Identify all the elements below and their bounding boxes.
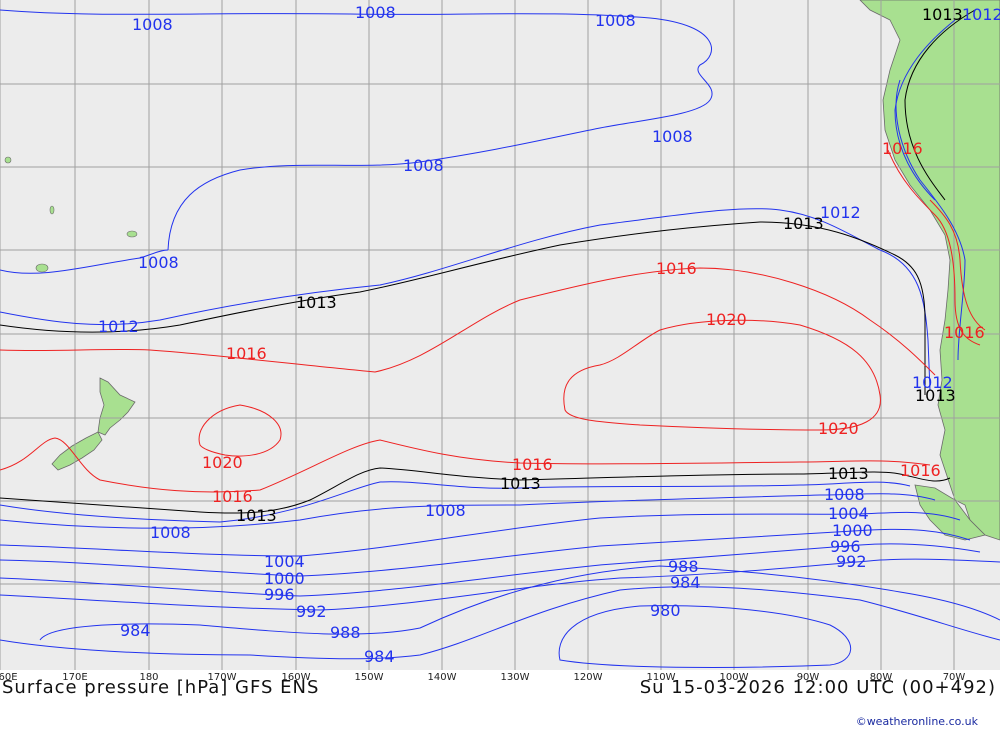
isobar-1004: [0, 511, 961, 557]
pressure-map[interactable]: 1008 1008 1008 1008 1008 1008 1012 1012 …: [0, 0, 1000, 670]
label-1016: 1016: [212, 487, 253, 506]
label-1008: 1008: [425, 501, 466, 520]
label-1013: 1013: [783, 214, 824, 233]
longitude-tick-label: 90W: [796, 672, 820, 683]
label-1008: 1008: [132, 15, 173, 34]
label-1000: 1000: [264, 569, 305, 588]
label-1016: 1016: [900, 461, 941, 480]
label-1020: 1020: [706, 310, 747, 329]
longitude-tick-label: 180: [139, 672, 159, 683]
label-1016: 1016: [512, 455, 553, 474]
label-984: 984: [670, 573, 701, 592]
longitude-tick-label: 140W: [427, 672, 457, 683]
label-1013: 1013: [915, 386, 956, 405]
label-1013: 1013: [500, 474, 541, 493]
label-988: 988: [330, 623, 361, 642]
label-1020: 1020: [202, 453, 243, 472]
isobar-1020-left: [198, 404, 282, 457]
label-988: 988: [668, 557, 699, 576]
label-992: 992: [836, 552, 867, 571]
longitude-tick-label: 170W: [207, 672, 237, 683]
label-1008: 1008: [403, 156, 444, 175]
label-1000: 1000: [832, 521, 873, 540]
longitude-tick-label: 170E: [62, 672, 88, 683]
isobar-1008-south2: [0, 493, 936, 529]
label-992: 992: [296, 602, 327, 621]
isobar-1012-coast: [894, 19, 956, 201]
longitude-tick-label: 150W: [354, 672, 384, 683]
isobar-1013-north: [0, 221, 926, 395]
longitude-tick-label: 60E: [0, 672, 18, 683]
isobar-988: [39, 565, 1000, 641]
label-1016: 1016: [944, 323, 985, 342]
valid-time: Su 15-03-2026 12:00 UTC (00+492): [639, 677, 996, 698]
isobar-1016-inner: [929, 199, 986, 331]
isobar-1016-south: [0, 437, 931, 493]
isobar-980: [558, 605, 852, 668]
label-996: 996: [264, 585, 295, 604]
label-1008: 1008: [150, 523, 191, 542]
isobar-1016-main: [0, 267, 936, 376]
isobar-996: [0, 543, 981, 597]
tierra-del-fuego: [914, 484, 986, 541]
label-1008: 1008: [652, 127, 693, 146]
new-zealand-south: [51, 431, 103, 471]
isobar-1008-left: [0, 249, 169, 274]
longitude-tick-label: 120W: [573, 672, 603, 683]
new-zealand-north: [97, 377, 136, 436]
isobar-1016-andes: [887, 149, 981, 346]
label-1013: 1013: [828, 464, 869, 483]
south-america: [859, 0, 1000, 541]
label-1016: 1016: [882, 139, 923, 158]
label-1004: 1004: [264, 552, 305, 571]
longitude-tick-label: 80W: [869, 672, 893, 683]
lat-lon-grid: [0, 0, 1000, 670]
ocean-background: [0, 0, 1000, 670]
isobar-1012-andes: [895, 79, 966, 361]
label-1013: 1013: [236, 506, 277, 525]
isobar-1000: [0, 528, 971, 577]
label-1016: 1016: [226, 344, 267, 363]
isobar-1008-top: [0, 9, 713, 251]
label-1013: 1013: [922, 5, 963, 24]
label-1008: 1008: [138, 253, 179, 272]
label-980: 980: [650, 601, 681, 620]
isobar-1013-andes: [904, 9, 976, 201]
isobar-992: [0, 558, 1000, 611]
label-1012: 1012: [912, 373, 953, 392]
credit-link[interactable]: ©weatheronline.co.uk: [855, 715, 978, 728]
label-984: 984: [364, 647, 395, 666]
isobar-1020-right: [563, 319, 881, 431]
longitude-tick-label: 70W: [942, 672, 966, 683]
label-1008: 1008: [824, 485, 865, 504]
label-996: 996: [830, 537, 861, 556]
longitude-tick-label: 110W: [646, 672, 676, 683]
isobar-labels: 1008 1008 1008 1008 1008 1008 1012 1012 …: [98, 3, 1000, 666]
label-1012: 1012: [820, 203, 861, 222]
label-1016: 1016: [656, 259, 697, 278]
label-1012: 1012: [962, 5, 1000, 24]
label-984: 984: [120, 621, 151, 640]
islands: [4, 156, 138, 273]
isobar-1012: [0, 208, 931, 391]
isobars-high: [0, 149, 986, 493]
label-1013: 1013: [296, 293, 337, 312]
longitude-axis: 60E 170E 180 170W 160W 150W 140W 130W 120W 110W 10…: [0, 672, 1000, 686]
map-title: Surface pressure [hPa] GFS ENS: [2, 677, 320, 698]
longitude-tick-label: 160W: [281, 672, 311, 683]
isobars-reference: [0, 9, 976, 514]
isobar-1008-south1: [0, 481, 911, 523]
label-1008: 1008: [355, 3, 396, 22]
isobar-1013-south: [0, 467, 951, 514]
isobar-984: [0, 586, 1000, 660]
label-1012: 1012: [98, 317, 139, 336]
land-masses: [51, 0, 1000, 541]
longitude-tick-label: 130W: [500, 672, 530, 683]
label-1008: 1008: [595, 11, 636, 30]
label-1004: 1004: [828, 504, 869, 523]
isobars-low: [0, 9, 1000, 668]
label-1020: 1020: [818, 419, 859, 438]
longitude-tick-label: 100W: [719, 672, 749, 683]
